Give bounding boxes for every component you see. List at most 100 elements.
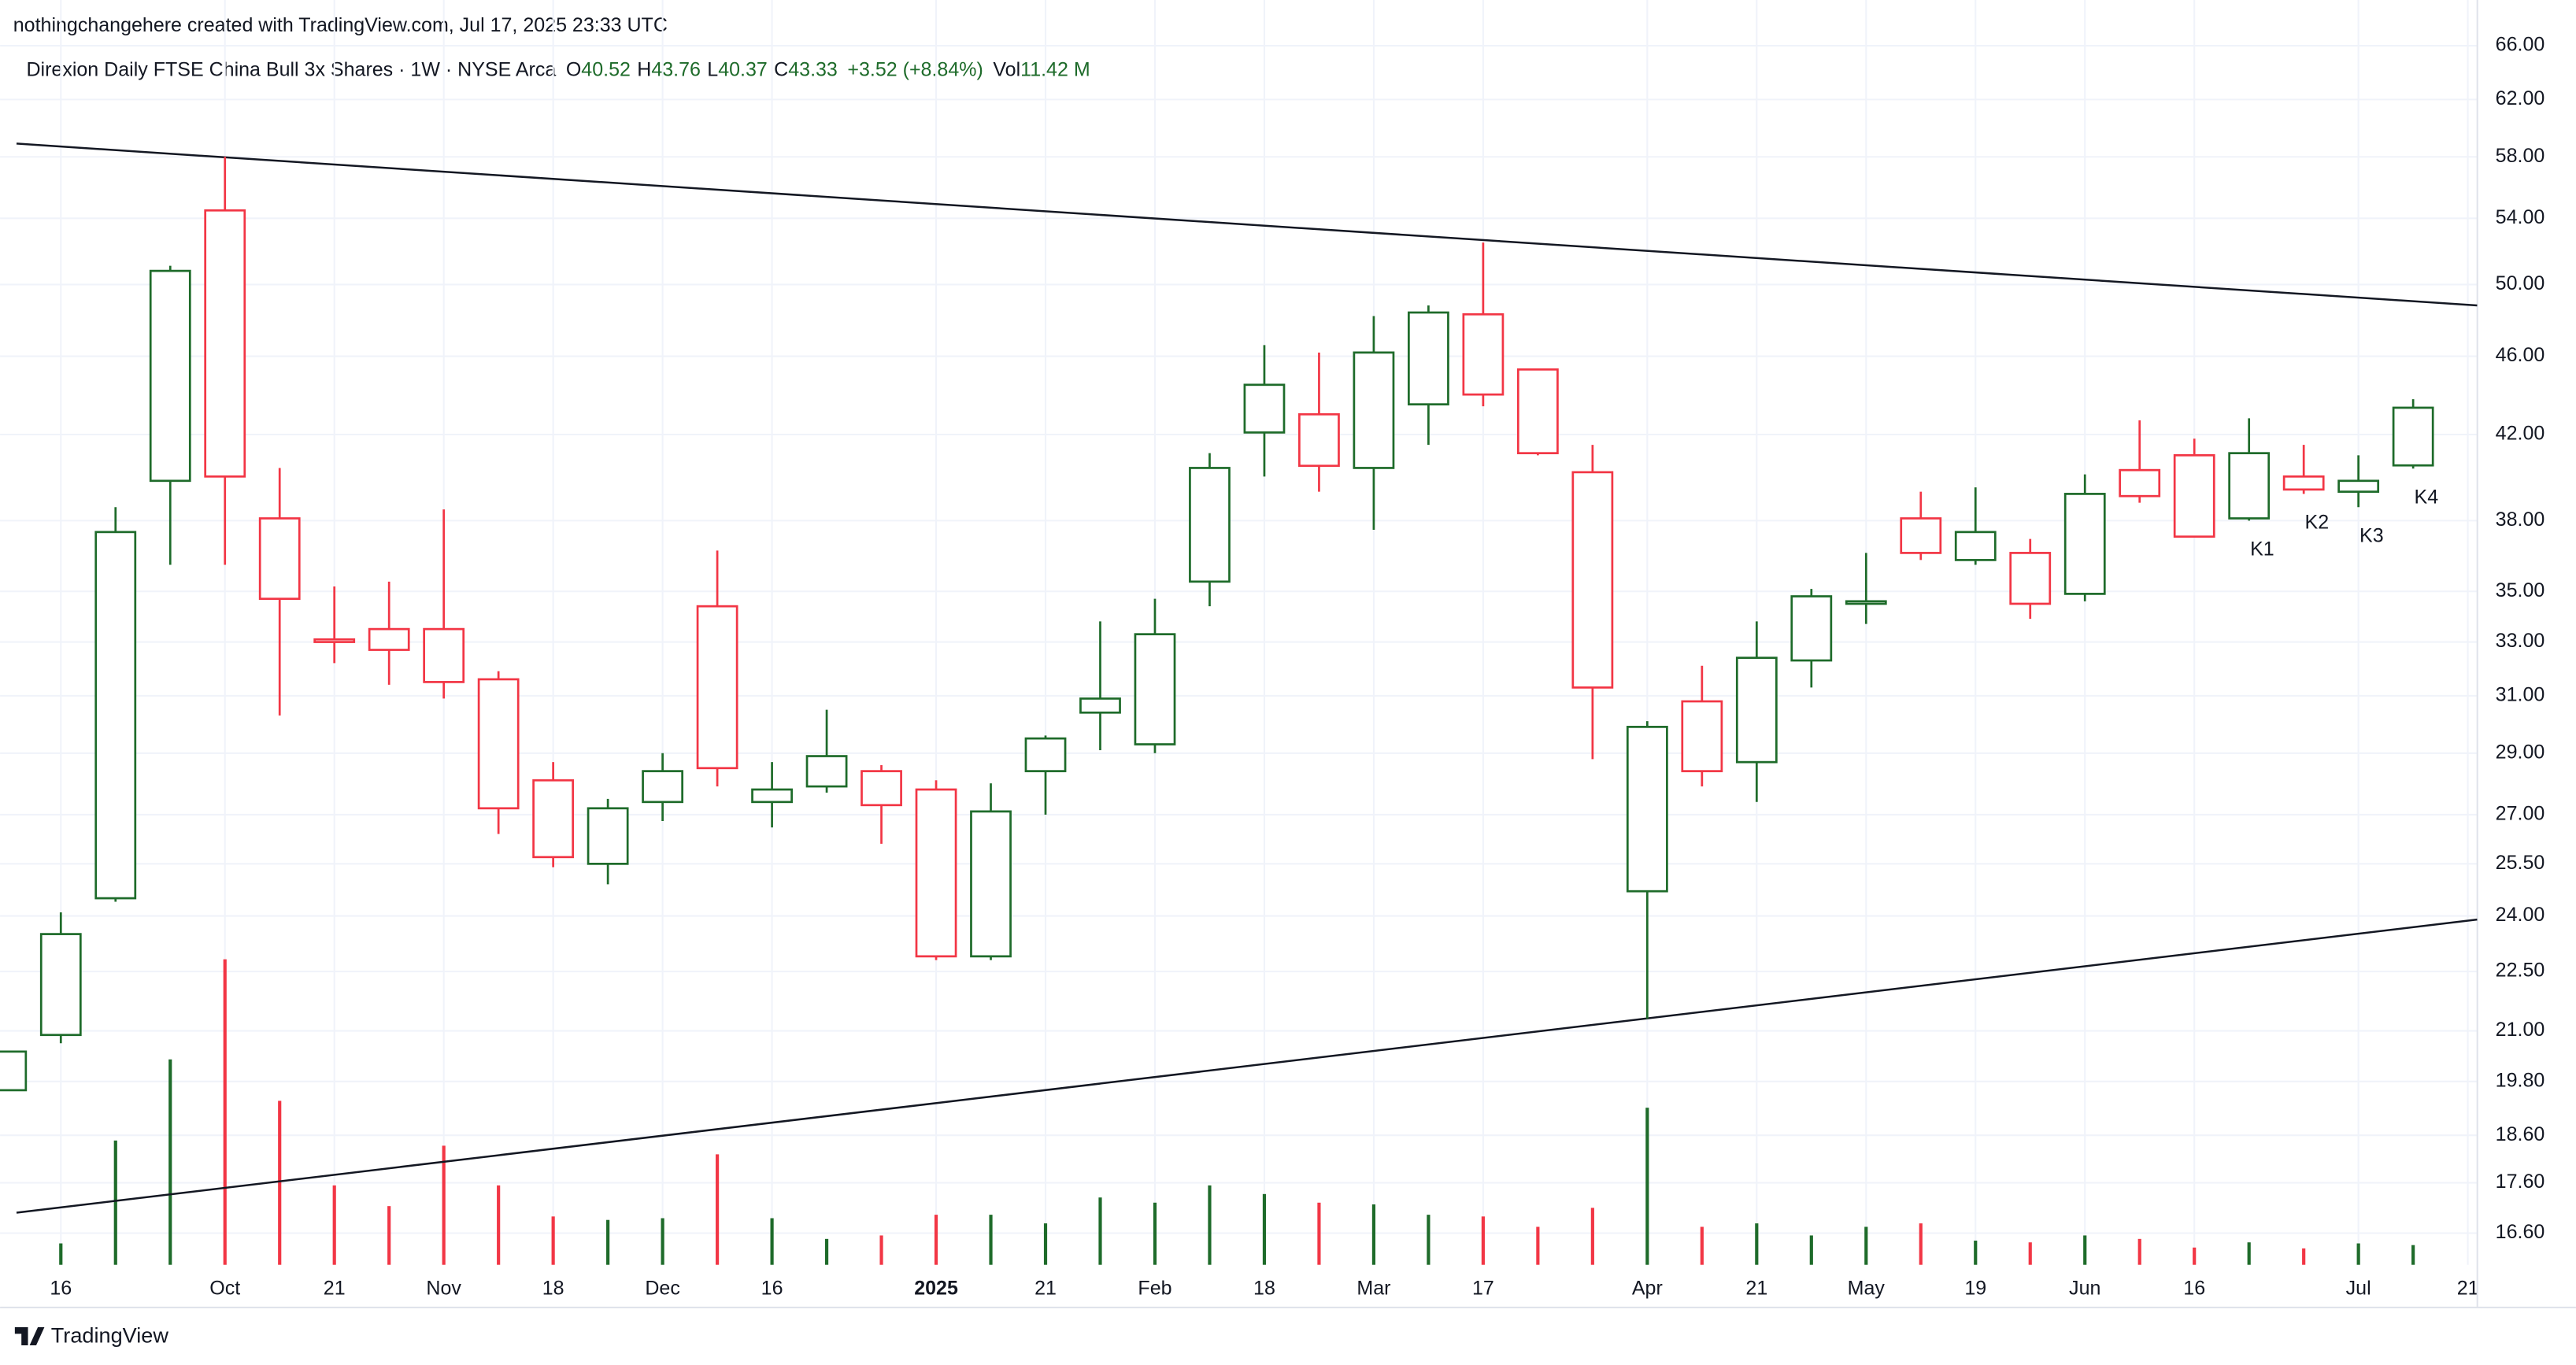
candle-body [96,532,135,898]
candle-body [916,790,956,956]
candle-body [1080,698,1120,712]
candle-body [1190,468,1229,581]
volume-bar [716,1154,719,1264]
candle-body [0,1052,26,1090]
y-tick-label: 18.60 [2496,1123,2545,1145]
volume-bar [59,1244,62,1265]
candle-body [41,934,80,1035]
candle [0,1052,26,1090]
candle-body [1245,385,1284,433]
volume-bar [661,1219,664,1265]
x-tick-label: 18 [1253,1278,1275,1300]
volume-bar [552,1216,555,1264]
vol-title: Vol [993,58,1020,80]
candle [2393,399,2433,468]
candle-body [205,210,245,476]
x-tick-label: 21 [324,1278,346,1300]
volume-bar [1482,1216,1485,1264]
candle-body [1026,738,1065,771]
x-tick-label: 16 [50,1278,72,1300]
volume-bar [2357,1244,2360,1265]
y-tick-label: 21.00 [2496,1019,2545,1041]
letter: H [637,58,651,80]
page: nothingchangehere created with TradingVi… [0,0,2576,1365]
x-tick-label: 17 [1472,1278,1494,1300]
volume-bar [1372,1204,1375,1265]
volume-bar [2138,1239,2141,1265]
volume-bar [606,1220,609,1265]
volume-bar [825,1239,828,1265]
candle [96,507,135,901]
x-tick-label: Jun [2069,1278,2100,1300]
candle-body [753,790,792,802]
y-tick-label: 42.00 [2496,423,2545,445]
volume-bar [879,1235,883,1264]
volume-bar [2411,1245,2415,1265]
x-tick-label: Feb [1138,1278,1171,1300]
candle-body [2120,470,2160,496]
volume-bar [2248,1242,2251,1265]
candle [1518,369,1557,455]
volume-bar [2302,1248,2305,1265]
candle-body [1737,658,1776,763]
volume-bar [2083,1235,2086,1264]
volume-bar [1864,1226,1867,1264]
volume-bar [2193,1248,2196,1265]
candle-body [2284,476,2323,490]
y-tick-label: 19.80 [2496,1069,2545,1091]
volume-bar [1701,1226,1704,1264]
y-tick-label: 16.60 [2496,1221,2545,1243]
change: +3.52 (+8.84%) [847,58,983,80]
y-tick-label: 66.00 [2496,34,2545,56]
letter: C [774,58,788,80]
candle-body [260,519,299,599]
y-tick-label: 29.00 [2496,741,2545,763]
y-tick-label: 54.00 [2496,206,2545,228]
x-tick-label: 16 [761,1278,783,1300]
volume-bar [497,1186,500,1265]
candle-body [2174,455,2214,536]
y-tick-label: 58.00 [2496,145,2545,167]
candle-body [2339,481,2378,492]
candle-body [1408,313,1448,405]
volume-bar [387,1206,390,1265]
volume-bar [1427,1215,1430,1265]
x-tick-label: 19 [1964,1278,1986,1300]
volume-bar [1153,1203,1157,1265]
x-tick-label: 21 [1034,1278,1057,1300]
x-tick-label: Jul [2346,1278,2371,1300]
volume-bar [1591,1208,1594,1264]
volume-bar [333,1186,336,1265]
y-tick-label: 22.50 [2496,960,2545,982]
candle-body [862,771,901,805]
candle-body [971,812,1010,956]
high-value: 43.76 [651,58,701,80]
y-tick-label: 35.00 [2496,579,2545,601]
volume-bar [1536,1226,1539,1264]
annotation: K3 [2359,524,2384,546]
candle-body [1573,472,1612,687]
candle-body [2393,408,2433,465]
candle-body [424,629,464,682]
background [0,0,2576,1365]
y-tick-label: 17.60 [2496,1171,2545,1193]
volume-bar [1974,1241,1977,1265]
volume-bar [114,1141,117,1265]
x-tick-label: Dec [645,1278,680,1300]
symbol: Direxion Daily FTSE China Bull 3x Shares… [26,58,556,80]
annotation: K4 [2415,486,2439,508]
candle-body [2065,494,2104,594]
letter: L [707,58,718,80]
candle-body [643,771,683,802]
y-tick-label: 50.00 [2496,272,2545,294]
x-tick-label: Oct [209,1278,240,1300]
volume-bar [770,1219,773,1265]
volume-bar [1755,1223,1758,1265]
x-tick-label: 21 [1745,1278,1767,1300]
candle-body [1956,532,1995,560]
x-tick-label: 2025 [914,1278,958,1300]
candle-body [479,679,518,808]
x-tick-label: 16 [2183,1278,2205,1300]
candle-body [315,639,354,642]
volume-bar [1208,1186,1211,1265]
